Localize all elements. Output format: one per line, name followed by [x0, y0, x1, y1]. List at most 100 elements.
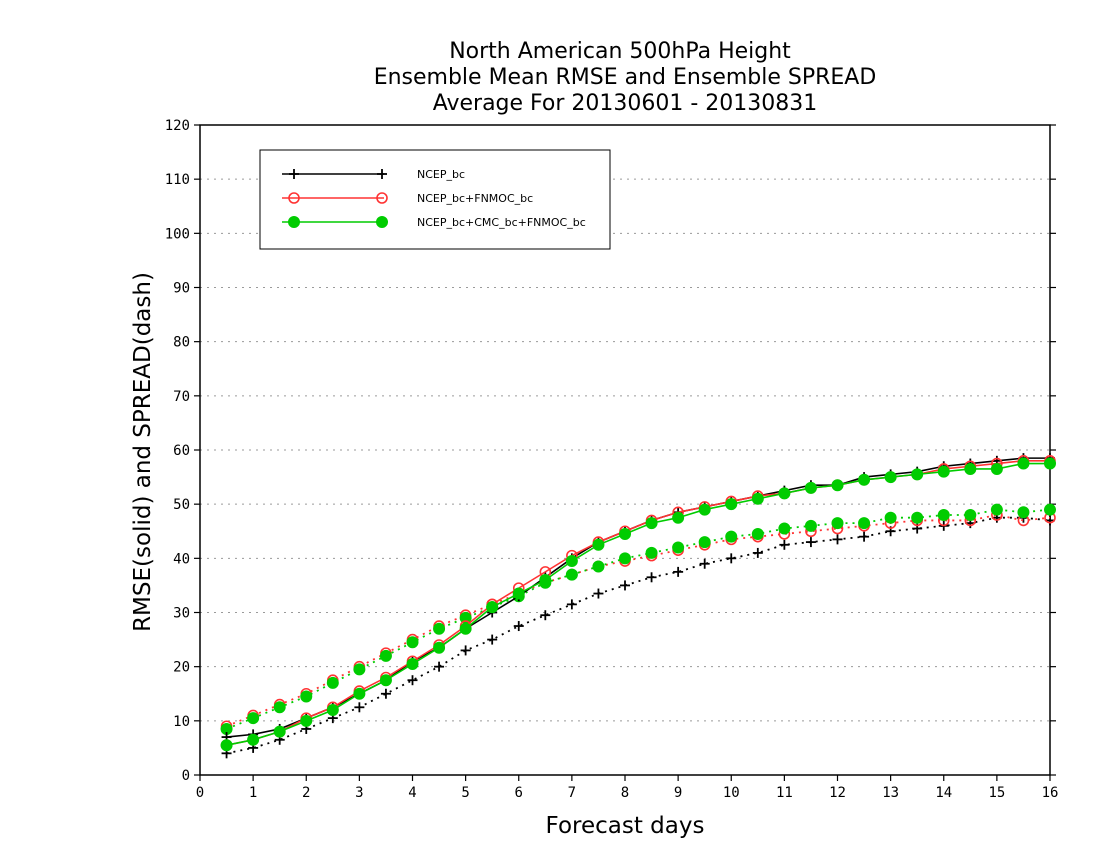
spread-ncep-bc-cmc-bc-fnmoc-bc-marker	[858, 517, 871, 530]
legend-box	[259, 149, 611, 250]
legend: NCEP_bc NCEP_bc+FNMOC_bc NCEP_bc+CMC_bc+FN…	[259, 149, 611, 250]
rmse-ncep-bc-cmc-bc-fnmoc-bc-marker	[858, 473, 871, 486]
grid-lines	[200, 178, 1050, 722]
x-tick-label: 1	[249, 785, 257, 801]
rmse-ncep-bc-cmc-bc-fnmoc-bc-marker	[990, 462, 1003, 475]
x-tick-label: 3	[355, 785, 363, 801]
rmse-ncep-bc-cmc-bc-fnmoc-bc-marker	[937, 465, 950, 478]
rmse-ncep-bc-cmc-bc-fnmoc-bc-marker	[645, 517, 658, 530]
x-tick-label: 4	[408, 785, 416, 801]
rmse-ncep-bc-cmc-bc-fnmoc-bc-marker	[911, 468, 924, 481]
x-tick-label: 0	[196, 785, 204, 801]
y-tick-label: 80	[173, 335, 190, 351]
rmse-ncep-bc-cmc-bc-fnmoc-bc-marker	[406, 657, 419, 670]
y-tick-label: 30	[173, 606, 190, 622]
spread-ncep-bc-cmc-bc-fnmoc-bc-marker	[326, 676, 339, 689]
rmse-ncep-bc-cmc-bc-fnmoc-bc-marker	[725, 498, 738, 511]
rmse-ncep-bc-cmc-bc-fnmoc-bc-marker	[565, 555, 578, 568]
spread-ncep-bc-series	[221, 512, 1055, 759]
rmse-ncep-bc-line	[226, 457, 1050, 738]
spread-ncep-bc-cmc-bc-fnmoc-bc-marker	[645, 546, 658, 559]
rmse-ncep-bc-cmc-bc-fnmoc-bc-marker	[619, 527, 631, 540]
spread-ncep-bc-cmc-bc-fnmoc-bc-marker	[725, 530, 738, 543]
spread-ncep-bc-cmc-bc-fnmoc-bc-marker	[672, 541, 685, 554]
rmse-ncep-bc-cmc-bc-fnmoc-bc-marker	[751, 492, 764, 505]
spread-ncep-bc-cmc-bc-fnmoc-bc-marker	[433, 622, 446, 635]
rmse-ncep-bc-cmc-bc-fnmoc-bc-marker	[539, 574, 552, 586]
rmse-ncep-bc-cmc-bc-fnmoc-bc-marker	[273, 725, 286, 738]
x-tick-label: 10	[723, 785, 740, 801]
rmse-ncep-bc-cmc-bc-fnmoc-bc-marker	[247, 733, 260, 746]
x-tick-label: 9	[674, 785, 682, 801]
spread-ncep-bc-cmc-bc-fnmoc-bc-marker	[592, 560, 605, 573]
legend-ncep-bc-fnmoc-bc-marker	[288, 192, 300, 204]
x-tick-label: 5	[461, 785, 469, 801]
spread-ncep-bc-cmc-bc-fnmoc-bc-marker	[273, 701, 286, 714]
rmse-ncep-bc-cmc-bc-fnmoc-bc-marker	[884, 471, 897, 484]
rmse-ncep-bc-cmc-bc-fnmoc-bc-marker	[698, 503, 711, 516]
x-tick-label: 14	[935, 785, 952, 801]
rmse-ncep-bc-cmc-bc-fnmoc-bc-marker	[672, 511, 685, 524]
x-tick-label: 8	[621, 785, 629, 801]
spread-ncep-bc-cmc-bc-fnmoc-bc-marker	[804, 519, 817, 532]
y-tick-label: 70	[173, 389, 190, 405]
y-tick-label: 10	[173, 714, 190, 730]
rmse-ncep-bc-cmc-bc-fnmoc-bc-marker	[433, 641, 446, 654]
y-axis-label: RMSE(solid) and SPREAD(dash)	[130, 272, 156, 632]
legend-ncep-bc-cmc-bc-fnmoc-bc-marker	[376, 216, 388, 228]
rmse-ncep-bc-cmc-bc-fnmoc-bc-marker	[326, 704, 339, 716]
rmse-ncep-bc-cmc-bc-fnmoc-bc-marker	[804, 481, 817, 494]
rmse-ncep-bc-cmc-bc-fnmoc-bc-marker	[831, 479, 844, 492]
spread-ncep-bc-cmc-bc-fnmoc-bc-marker	[406, 636, 419, 649]
spread-ncep-bc-cmc-bc-fnmoc-bc-marker	[751, 527, 764, 540]
legend-ncep-bc-cmc-bc-fnmoc-bc-label: NCEP_bc+CMC_bc+FNMOC_bc	[417, 216, 586, 229]
rmse-ncep-bc-cmc-bc-fnmoc-bc-marker	[592, 538, 605, 551]
y-tick-label: 50	[173, 497, 190, 513]
spread-ncep-bc-cmc-bc-fnmoc-bc-marker	[379, 649, 392, 662]
y-tick-label: 100	[165, 226, 190, 242]
chart-title-line-3: Average For 20130601 - 20130831	[433, 91, 818, 116]
spread-ncep-bc-cmc-bc-fnmoc-bc-marker	[884, 511, 897, 524]
spread-ncep-bc-cmc-bc-fnmoc-bc-marker	[698, 536, 711, 549]
legend-ncep-bc-label: NCEP_bc	[417, 168, 465, 181]
y-tick-label: 90	[173, 281, 190, 297]
rmse-ncep-bc-cmc-bc-fnmoc-bc-marker	[379, 674, 392, 687]
y-tick-label: 20	[173, 660, 190, 676]
legend-ncep-bc-fnmoc-bc-label: NCEP_bc+FNMOC_bc	[417, 192, 533, 205]
rmse-ncep-bc-cmc-bc-fnmoc-bc-marker	[964, 462, 977, 475]
spread-ncep-bc-cmc-bc-fnmoc-bc-marker	[831, 517, 844, 530]
chart-title-line-2: Ensemble Mean RMSE and Ensemble SPREAD	[374, 65, 877, 90]
x-tick-label: 7	[568, 785, 576, 801]
rmse-ncep-bc-cmc-bc-fnmoc-bc-marker	[1044, 457, 1056, 470]
y-tick-label: 110	[165, 172, 190, 188]
legend-ncep-bc-cmc-bc-fnmoc-bc-marker	[288, 216, 300, 228]
spread-ncep-bc-cmc-bc-fnmoc-bc-marker	[1044, 503, 1056, 516]
x-tick-label: 13	[882, 785, 899, 801]
rmse-ncep-bc-cmc-bc-fnmoc-bc-marker	[486, 601, 499, 614]
y-tick-label: 0	[182, 768, 190, 784]
spread-ncep-bc-cmc-bc-fnmoc-bc-marker	[300, 690, 313, 703]
rmse-ncep-bc-cmc-bc-fnmoc-bc-line	[226, 462, 1050, 746]
x-tick-label: 16	[1042, 785, 1059, 801]
rmse-ncep-bc-cmc-bc-fnmoc-bc-marker	[459, 622, 472, 635]
rmse-ncep-bc-cmc-bc-fnmoc-bc-marker	[220, 739, 233, 752]
spread-ncep-bc-cmc-bc-fnmoc-bc-marker	[565, 568, 578, 581]
x-tick-label: 11	[776, 785, 793, 801]
rmse-ncep-bc-cmc-bc-fnmoc-bc-marker	[778, 487, 791, 500]
spread-ncep-bc-cmc-bc-fnmoc-bc-marker	[990, 503, 1003, 516]
x-tick-label: 12	[829, 785, 846, 801]
rmse-ncep-bc-fnmoc-bc-series	[220, 455, 1056, 752]
spread-ncep-bc-cmc-bc-fnmoc-bc-marker	[964, 509, 977, 521]
x-tick-label: 6	[515, 785, 523, 801]
rmse-ncep-bc-cmc-bc-fnmoc-bc-marker	[512, 587, 525, 600]
spread-ncep-bc-cmc-bc-fnmoc-bc-marker	[353, 663, 366, 676]
spread-ncep-bc-cmc-bc-fnmoc-bc-marker	[778, 522, 791, 535]
y-tick-label: 40	[173, 551, 190, 567]
spread-ncep-bc-cmc-bc-fnmoc-bc-marker	[911, 511, 924, 524]
chart-title-line-1: North American 500hPa Height	[449, 39, 791, 64]
spread-ncep-bc-cmc-bc-fnmoc-bc-marker	[937, 509, 950, 521]
spread-ncep-bc-cmc-bc-fnmoc-bc-marker	[247, 712, 260, 725]
spread-ncep-bc-cmc-bc-fnmoc-bc-marker	[1017, 506, 1030, 519]
